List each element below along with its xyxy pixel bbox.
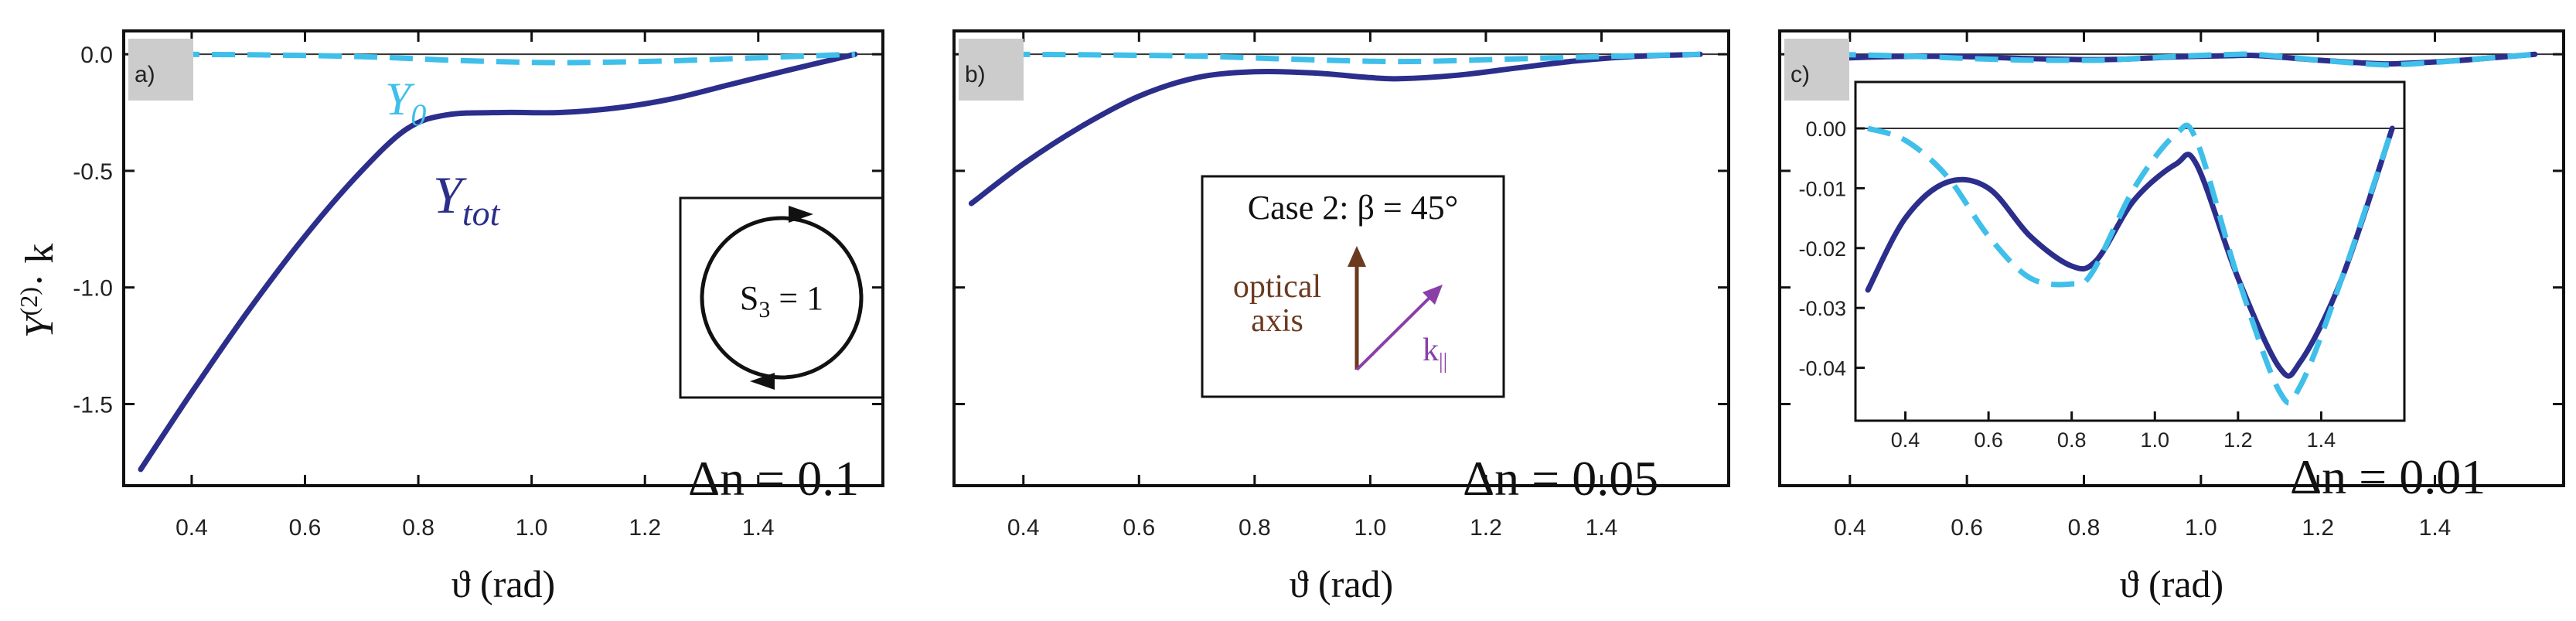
arrow-head-bottom-icon <box>750 373 775 390</box>
inset-frame <box>1854 80 2406 422</box>
x-tick-label: 0.4 <box>175 515 208 541</box>
panel-c-inset: 0.4 0.6 0.8 1.0 1.2 1.4 0.00 -0.01 -0.02 -0.03 -0.… <box>1798 80 2406 452</box>
x-tick-label: 1.2 <box>1470 515 1502 541</box>
x-tick-label: 0.4 <box>1834 515 1866 541</box>
panel-a-frame <box>122 29 884 487</box>
inset-x-tick-label: 0.8 <box>2057 428 2087 452</box>
inset-x-tick-label: 1.2 <box>2223 428 2253 452</box>
y-tick-label: -1.0 <box>73 276 113 302</box>
y0-label: Y0 <box>385 73 426 132</box>
panel-b-label: b) <box>965 62 986 87</box>
stokes-label: S3 = 1 <box>740 279 823 322</box>
x-tick-label: 1.4 <box>1586 515 1618 541</box>
k-parallel-arrowhead-icon <box>1423 285 1443 305</box>
inset-y-tick-label: -0.02 <box>1798 237 1846 261</box>
panel-c-frame <box>1778 29 2565 487</box>
y-tick-label: 0.0 <box>80 43 113 68</box>
circular-polarization-icon <box>700 216 864 380</box>
y-tick-label: -1.5 <box>73 392 113 418</box>
inset-series-line-y0 <box>1867 122 2395 406</box>
panel-c: 0.4 0.6 0.8 1.0 1.2 1.4 c) 0.4 0.6 0.8 1.0 1.2 1.4… <box>1778 29 2565 606</box>
panel-c-label-bg <box>1784 39 1849 101</box>
inset-x-tick-label: 1.4 <box>2307 428 2336 452</box>
inset-background <box>1855 82 2404 421</box>
ytot-label: Ytot <box>433 165 501 233</box>
panel-b-label-bg <box>959 39 1024 101</box>
x-tick-label: 1.2 <box>2302 515 2334 541</box>
panel-a-label-bg <box>128 39 193 101</box>
x-tick-label: 0.8 <box>1239 515 1271 541</box>
optical-axis-label-line1: optical <box>1233 269 1321 305</box>
panel-c-annotation: Δn = 0.01 <box>2290 449 2486 504</box>
case-title: Case 2: β = 45° <box>1248 189 1459 227</box>
inset-y-tick-label: -0.01 <box>1798 177 1846 200</box>
x-tick-label: 0.8 <box>402 515 434 541</box>
panel-c-label: c) <box>1791 62 1810 87</box>
inset-x-tick-label: 0.4 <box>1891 428 1920 452</box>
y-tick-label: -0.5 <box>73 159 113 185</box>
series-line-y0 <box>140 51 856 66</box>
series-line-ytot <box>138 51 858 473</box>
panel-a-label: a) <box>135 62 155 87</box>
panel-c-xlabel: ϑ (rad) <box>2120 562 2223 606</box>
inset-series-line-ytot <box>1865 125 2395 379</box>
panel-b-frame <box>952 29 1730 487</box>
k-parallel-arrow-icon <box>1355 295 1432 371</box>
inset-x-tick-label: 1.0 <box>2140 428 2169 452</box>
x-tick-label: 0.8 <box>2068 515 2101 541</box>
arrow-head-top-icon <box>789 206 813 223</box>
series-line-y0 <box>1797 51 2536 68</box>
x-tick-label: 0.6 <box>1951 515 1983 541</box>
series-line-ytot <box>968 51 1703 206</box>
x-tick-label: 1.4 <box>2419 515 2452 541</box>
k-parallel-label: k|| <box>1423 333 1447 374</box>
panel-b: 0.4 0.6 0.8 1.0 1.2 1.4 b) Case 2: β = 45° op… <box>952 29 1730 606</box>
inset-y-tick-label: -0.03 <box>1798 297 1846 320</box>
panel-b-xlabel: ϑ (rad) <box>1290 562 1393 606</box>
x-tick-label: 0.6 <box>1123 515 1155 541</box>
inset-y-tick-label: 0.00 <box>1805 118 1846 141</box>
inset-y-tick-label: -0.04 <box>1798 357 1846 380</box>
x-tick-label: 1.4 <box>742 515 775 541</box>
case-box: Case 2: β = 45° optical axis k|| <box>1201 175 1505 398</box>
series-line-y0 <box>971 51 1701 65</box>
x-tick-label: 1.0 <box>1354 515 1387 541</box>
panel-b-annotation: Δn = 0.05 <box>1463 451 1658 506</box>
optical-axis-label-line2: axis <box>1251 303 1303 339</box>
optical-axis-arrowhead-icon <box>1348 246 1366 267</box>
x-tick-label: 1.2 <box>629 515 661 541</box>
y-axis-label: Y(2)· k <box>15 244 62 339</box>
x-tick-label: 0.6 <box>289 515 322 541</box>
x-tick-label: 1.0 <box>2185 515 2217 541</box>
x-tick-label: 1.0 <box>516 515 548 541</box>
panel-a-xlabel: ϑ (rad) <box>451 562 555 606</box>
polarization-box: S3 = 1 <box>679 196 884 399</box>
inset-x-tick-label: 0.6 <box>1974 428 2003 452</box>
panel-a: 0.4 0.6 0.8 1.0 1.2 1.40.0-0.5-1.0-1.5 a) Y0 … <box>73 29 884 606</box>
x-tick-label: 0.4 <box>1007 515 1040 541</box>
panel-a-annotation: Δn = 0.1 <box>688 451 859 506</box>
